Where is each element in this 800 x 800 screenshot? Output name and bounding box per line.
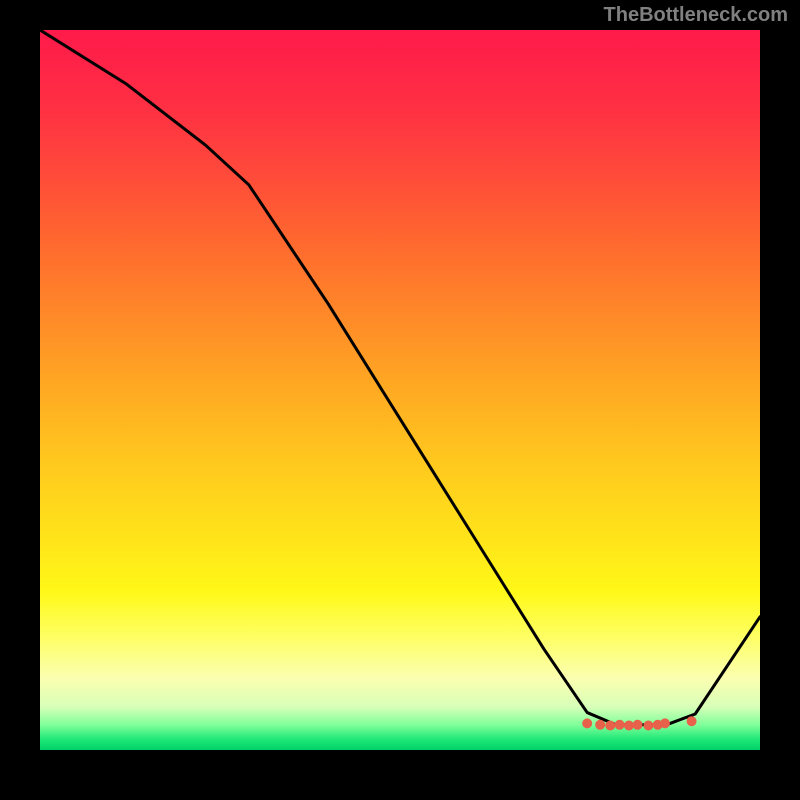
chart-svg	[40, 30, 760, 750]
plot-area	[40, 30, 760, 750]
marker-dot	[606, 721, 615, 730]
marker-dot	[615, 720, 624, 729]
marker-dot	[624, 721, 633, 730]
marker-dot	[687, 717, 696, 726]
marker-dot	[644, 721, 653, 730]
marker-dot	[596, 720, 605, 729]
marker-dot	[633, 720, 642, 729]
chart-container: TheBottleneck.com	[0, 0, 800, 800]
marker-dot	[583, 719, 592, 728]
marker-dot	[660, 719, 669, 728]
curve-line	[40, 30, 760, 725]
watermark-text: TheBottleneck.com	[604, 4, 788, 27]
